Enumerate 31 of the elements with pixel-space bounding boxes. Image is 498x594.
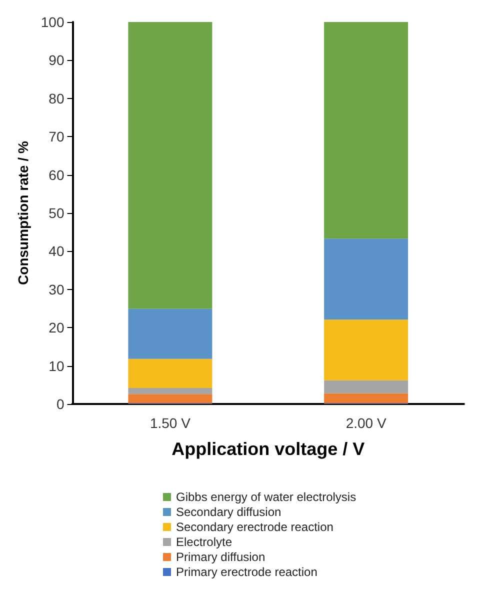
bar [128,358,212,388]
y-tick-label: 0 [56,396,64,412]
x-tick-label: 2.00 V [346,415,387,431]
y-axis-title: Consumption rate / % [15,140,31,285]
bar [128,22,212,309]
y-tick-label: 50 [48,205,64,221]
y-tick-label: 70 [48,128,64,145]
bar [324,238,408,320]
legend-label: Gibbs energy of water electrolysis [176,490,356,504]
bar [324,22,408,239]
y-tick-label: 40 [48,243,64,260]
y-tick-label: 90 [48,52,64,68]
bar [324,393,408,404]
bar [324,380,408,394]
legend-label: Secondary erectrode reaction [176,520,334,534]
legend-label: Electrolyte [176,535,232,549]
legend-label: Secondary diffusion [176,505,282,519]
y-tick-label: 100 [40,14,64,30]
x-tick-label: 1.50 V [150,415,192,431]
legend-label: Primary erectrode reaction [176,565,318,579]
x-axis-title: Application voltage / V [172,439,365,459]
y-tick-label: 10 [48,358,64,374]
y-tick-label: 20 [48,320,64,336]
y-tick-label: 30 [48,281,64,298]
y-tick-label: 80 [48,90,64,106]
bar [128,394,212,404]
legend-label: Primary diffusion [176,550,266,564]
bar [128,388,212,394]
bar [324,320,408,380]
bar [128,308,212,359]
y-tick-label: 60 [48,166,64,183]
